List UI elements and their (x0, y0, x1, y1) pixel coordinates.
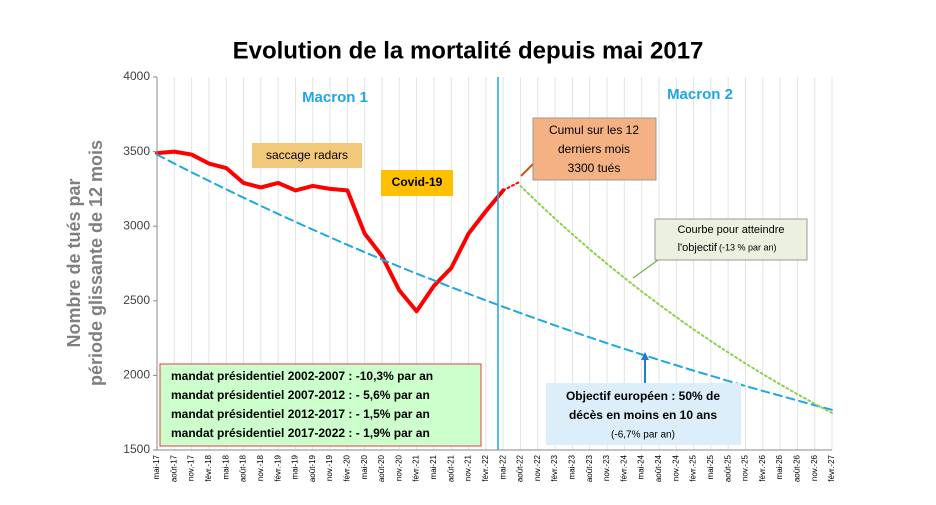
x-tick-label: août-21 (446, 454, 455, 482)
annotation: l'objectif (678, 242, 718, 254)
y-tick-label: 3000 (123, 218, 150, 232)
x-tick-label: nov.-22 (533, 454, 542, 481)
y-tick-label: 2500 (123, 293, 150, 307)
y-axis-title: Nombre de tués par (64, 178, 84, 347)
annotation: (-6,7% par an) (611, 430, 675, 441)
annotation: Objectif européen : 50% de (566, 389, 720, 403)
x-tick-label: mai-25 (706, 454, 715, 479)
data-line (519, 184, 833, 414)
x-tick-label: févr.-22 (481, 454, 490, 481)
annotation: 3300 tués (568, 161, 621, 175)
x-tick-label: août-26 (792, 454, 801, 482)
x-tick-label: mai-18 (221, 454, 230, 479)
x-tick-label: nov.-23 (602, 454, 611, 481)
x-tick-label: nov.-20 (394, 454, 403, 481)
y-axis-title: période glissante de 12 mois (86, 140, 106, 386)
x-tick-label: août-24 (654, 454, 663, 482)
arrow (632, 259, 659, 279)
x-tick-label: août-17 (169, 454, 178, 482)
x-tick-label: nov.-24 (671, 454, 680, 481)
annotation: Macron 1 (302, 89, 368, 106)
annotation-box (546, 383, 741, 445)
annotation-box (381, 170, 453, 196)
data-line (155, 149, 506, 314)
chart-title: Evolution de la mortalité depuis mai 201… (233, 37, 704, 64)
x-tick-label: févr.-27 (827, 454, 836, 481)
x-tick-label: août-18 (239, 454, 248, 482)
y-tick-label: 4000 (123, 69, 150, 83)
x-tick-label: févr.-26 (758, 454, 767, 481)
x-tick-label: nov.-21 (464, 454, 473, 481)
annotation: Macron 2 (667, 86, 733, 103)
x-tick-label: mai-20 (360, 454, 369, 479)
x-tick-label: mai-22 (498, 454, 507, 479)
x-tick-label: mai-21 (429, 454, 438, 479)
annotation: mandat présidentiel 2017-2022 : - 1,9% p… (171, 426, 430, 440)
annotation-box (159, 363, 482, 447)
x-tick-label: nov.-19 (325, 454, 334, 481)
x-tick-label: nov.-26 (810, 454, 819, 481)
x-tick-label: mai-19 (291, 454, 300, 479)
x-tick-label: févr.-21 (412, 454, 421, 481)
y-tick-label: 2000 (123, 368, 150, 382)
x-tick-label: nov.-17 (187, 454, 196, 481)
annotation: décès en moins en 10 ans (569, 408, 717, 422)
x-tick-label: févr.-24 (619, 454, 628, 481)
annotation-box (252, 143, 362, 168)
annotation: Courbe pour atteindre (677, 224, 784, 236)
x-tick-label: août-22 (516, 454, 525, 482)
y-tick-label: 1500 (123, 442, 150, 456)
data-line (502, 180, 522, 192)
plot (155, 149, 833, 414)
x-tick-label: févr.-23 (550, 454, 559, 481)
annotation: Covid-19 (392, 175, 443, 189)
annotation: mandat présidentiel 2012-2017 : - 1,5% p… (171, 407, 430, 421)
annotation: saccage radars (266, 148, 348, 162)
annotation: (-13 % par an) (719, 242, 777, 252)
x-tick-label: août-19 (308, 454, 317, 482)
x-tick-label: mai-17 (152, 454, 161, 479)
x-tick-label: nov.-25 (741, 454, 750, 481)
annotation-box (532, 117, 657, 181)
x-tick-label: févr.-20 (342, 454, 351, 481)
annotation-box (654, 218, 808, 261)
annotation: mandat présidentiel 2007-2012 : - 5,6% p… (171, 388, 430, 402)
data-line (156, 153, 833, 411)
annotation: Cumul sur les 12 (549, 123, 639, 137)
x-tick-label: févr.-19 (273, 454, 282, 481)
annotation: derniers mois (558, 142, 630, 156)
arrow-head (641, 352, 649, 360)
annotation: mandat présidentiel 2002-2007 : -10,3% p… (171, 369, 433, 383)
x-tick-label: févr.-18 (204, 454, 213, 481)
x-tick-label: août-25 (723, 454, 732, 482)
x-tick-label: mai-23 (567, 454, 576, 479)
x-tick-label: août-23 (585, 454, 594, 482)
x-tick-label: mai-24 (637, 454, 646, 479)
x-tick-label: août-20 (377, 454, 386, 482)
x-tick-label: nov.-18 (256, 454, 265, 481)
x-tick-label: mai-26 (775, 454, 784, 479)
y-tick-label: 3500 (123, 144, 150, 158)
x-tick-label: févr.-25 (689, 454, 698, 481)
